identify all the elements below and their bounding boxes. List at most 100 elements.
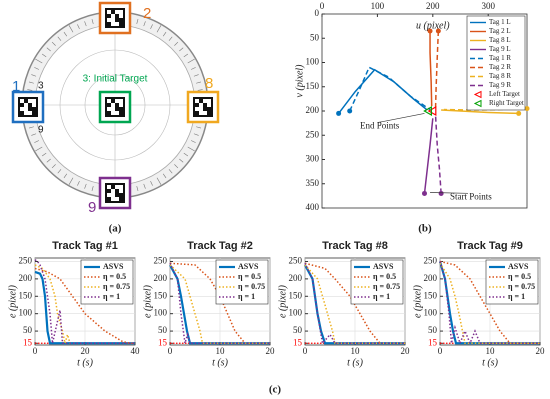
ring-tick [28,81,34,84]
tag-cell [115,185,119,189]
ring-tick [183,53,189,58]
ring-tick [46,158,51,163]
tag-cell [207,99,211,103]
start-point [422,190,427,196]
x-tick-label: 20 [401,346,411,356]
tag-cell [195,99,199,103]
legend-label: Right Target [489,99,524,107]
ring-tick [174,164,179,169]
legend-label: η = 1 [373,292,390,301]
y-tick-label: 150 [289,290,303,300]
ring-tick [179,158,184,163]
tag-cell [28,111,32,115]
legend-label: ASVS [373,262,394,271]
tag-cell [115,111,119,115]
series-line [304,264,405,345]
target-marker [427,105,437,117]
legend-label: η = 1 [103,292,120,301]
ring-tick [150,181,153,186]
legend-label: Tag 9 R [489,81,511,89]
series-line [169,264,270,345]
x-tick-label: 20 [81,346,91,356]
legend-label: η = 0.5 [238,272,261,281]
tag-cell [207,103,211,107]
ring-tick [193,133,199,136]
x-tick-label: 20 [536,346,546,356]
start-point [524,106,530,112]
annotation: End Points [360,121,400,131]
y-tick-label: 100 [306,57,320,67]
tag-cell [111,14,115,18]
y-tick-label: 50 [428,325,438,335]
tag-label: 9 [88,199,96,216]
y-tick-label: 200 [19,273,33,283]
tag-cell [24,111,28,115]
x-tick-label: 10 [486,346,496,356]
y-tick-label: 250 [154,256,168,266]
y-tick-label: 250 [424,256,438,266]
ring-tick [57,169,62,174]
x-axis-label: t (s) [482,357,499,368]
tag-cell [199,107,203,111]
legend-marker [473,99,482,108]
chart-title: Track Tag #9 [457,240,523,252]
series-line [169,264,270,345]
ring-tick [31,74,37,77]
tag-cell [111,18,115,22]
ring-tick [35,58,43,64]
y-tick-label: 0 [315,8,320,18]
series-line [34,259,135,345]
tag-cell [199,103,203,107]
x-tick-label: 0 [303,346,308,356]
legend-label: Tag 2 R [489,63,511,71]
x-axis-label: t (s) [77,357,94,368]
start-point [427,28,433,34]
tag-cell [20,99,24,103]
ring-tick [187,146,195,152]
legend-label: Tag 1 L [489,18,511,26]
legend-label: Tag 8 L [489,36,511,44]
panel-a: 3: Initial Target 2 1 8 9 3 9 (a) [11,1,220,235]
annotation-arrow [377,113,425,123]
chart: 0 10 20 15 50 100 150 200 250 Track Tag #2 t (s) e … [142,240,275,368]
x-tick-label: 300 [481,1,495,11]
legend-label: η = 0.75 [508,282,535,291]
legend-label: η = 0.5 [508,272,531,281]
ring-tick [156,177,162,185]
y-axis-label: e (pixel) [142,284,153,318]
y-tick-label: 15 [158,337,168,347]
legend-marker [473,90,482,99]
caption: (c) [269,384,282,396]
tag-cell [111,189,115,193]
x-tick-label: 200 [426,1,440,11]
ring-tick [162,173,167,179]
ring-tick [34,67,39,70]
y-tick-label: 100 [19,308,33,318]
ring-tick [191,140,196,143]
tag-cell [111,111,115,115]
x-tick-label: 100 [371,1,385,11]
y-axis-label: e (pixel) [7,284,18,318]
tag-cell [199,111,203,115]
y-tick-label: 100 [424,308,438,318]
tag-cell [111,107,115,111]
y-axis-label: v (pixel) [294,64,305,98]
y-tick-label: 150 [154,290,168,300]
x-tick-label: 0 [168,346,173,356]
start-point [435,28,441,34]
legend-label: Tag 9 L [489,45,511,53]
ring-tick [91,186,94,192]
x-tick-label: 0 [320,1,325,11]
start-point [347,108,353,114]
tag-cell [107,185,111,189]
y-tick-label: 250 [19,256,33,266]
ring-tick [51,164,56,169]
tag-cell [119,103,123,107]
tag-cell [111,193,115,197]
ring-tick [174,41,179,46]
ring-tick [51,41,56,46]
caption: (b) [418,223,432,235]
y-tick-label: 300 [306,154,320,164]
ring-tick [63,173,68,179]
tag-cell [115,10,119,14]
